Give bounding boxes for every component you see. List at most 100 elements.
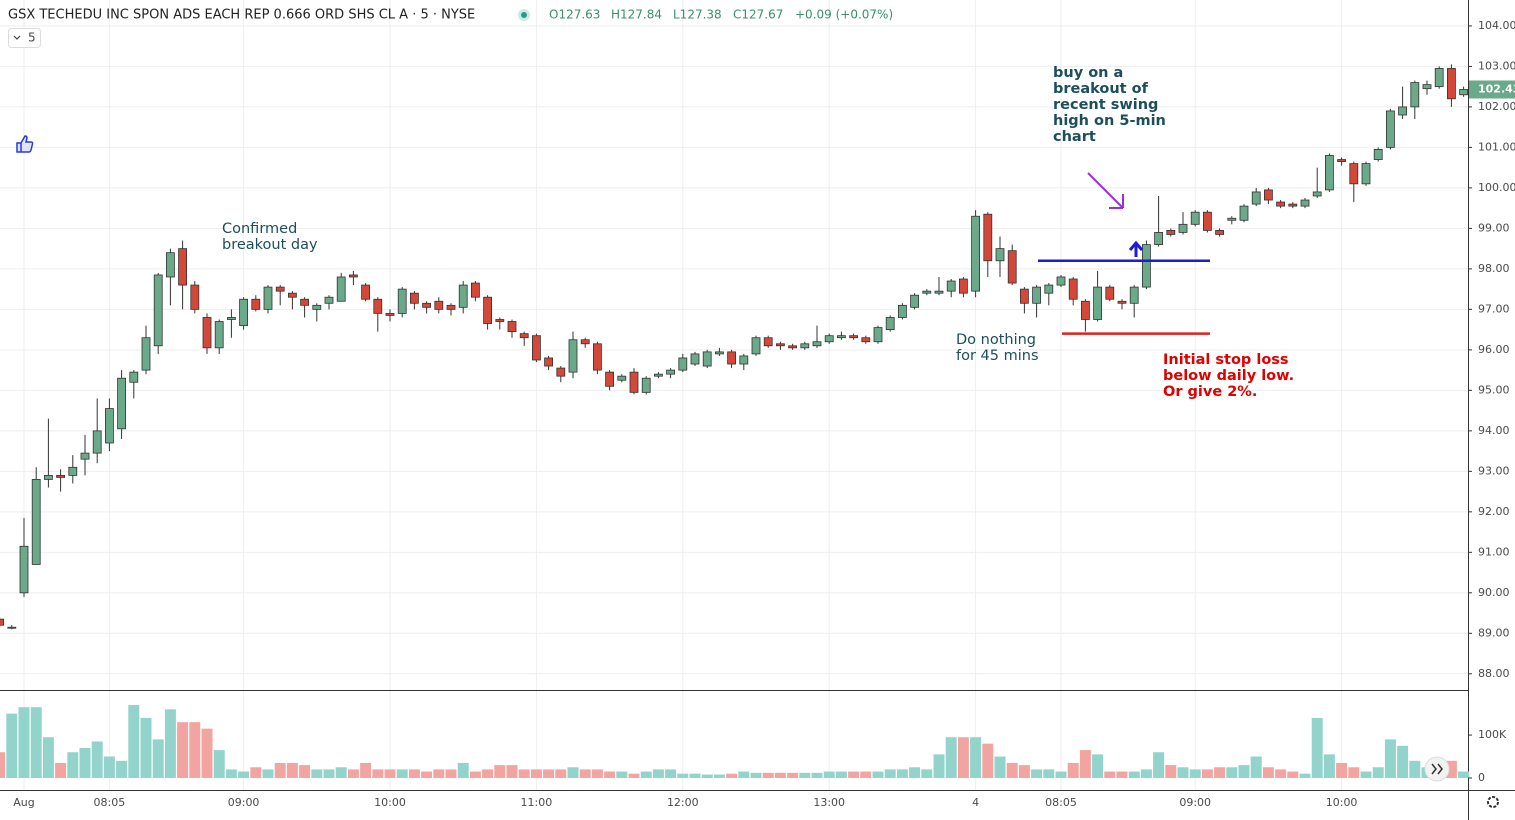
- candle-body: [153, 274, 163, 347]
- volume-bar: [1165, 765, 1177, 778]
- y-tick-label: 99.00: [1478, 221, 1510, 234]
- volume-bar: [140, 717, 152, 778]
- interval-button[interactable]: [8, 28, 41, 48]
- labels: 88.00 89.00 90.00 91.00 92.00 93.00 94.00 95.00…: [13, 19, 1515, 809]
- candle-body: [1410, 82, 1420, 108]
- candle-body: [519, 333, 529, 339]
- volume-bar: [848, 771, 860, 778]
- y-tick-label: 98.00: [1478, 262, 1510, 275]
- candle-body: [1434, 68, 1444, 88]
- volume-bar: [384, 769, 396, 778]
- candle-body: [1044, 284, 1054, 294]
- candle-body: [568, 339, 578, 373]
- status-dot-core: [521, 12, 527, 18]
- candle-body: [788, 345, 797, 349]
- y-tick-label: 97.00: [1478, 302, 1510, 315]
- volume-bar: [250, 767, 262, 778]
- volume-bar: [652, 769, 664, 778]
- volume-bar: [128, 705, 140, 778]
- volume-bar: [311, 769, 323, 778]
- volume-bar: [933, 754, 945, 778]
- thumbs-up-icon: [16, 135, 34, 153]
- volume-tick-label: 100K: [1478, 728, 1507, 741]
- settings-icon[interactable]: [1487, 796, 1499, 808]
- candle-body: [556, 367, 566, 377]
- volume-bar: [116, 760, 128, 778]
- volume-bar: [91, 741, 103, 778]
- volume-bar: [713, 774, 725, 778]
- x-tick-label: 11:00: [521, 796, 553, 809]
- volume-bar: [1177, 767, 1189, 778]
- volume-bar: [1299, 773, 1311, 778]
- volume-bar: [469, 771, 481, 778]
- candle-body: [837, 335, 846, 339]
- candle-body: [141, 337, 151, 371]
- volume-bar: [1079, 750, 1091, 778]
- volume-bar: [421, 771, 433, 778]
- candle-body: [409, 292, 419, 304]
- candle-body: [641, 377, 651, 393]
- scroll-button[interactable]: [1424, 756, 1450, 782]
- y-tick-label: 88.00: [1478, 667, 1510, 680]
- candle-body: [80, 452, 90, 460]
- x-tick-label: 13:00: [813, 796, 845, 809]
- volume-bar: [79, 747, 91, 778]
- annotation: high on 5-min: [1053, 113, 1166, 129]
- candle-body: [1251, 191, 1261, 205]
- volume-bar: [1006, 762, 1018, 778]
- volume-bar: [323, 769, 335, 778]
- candle-body: [275, 286, 285, 292]
- candle-body: [873, 327, 883, 343]
- candle-body: [385, 313, 395, 316]
- candle-body: [56, 474, 65, 478]
- candle-body: [336, 276, 346, 302]
- volume-bar: [982, 743, 994, 778]
- candle-body: [1178, 223, 1188, 233]
- volume-bar: [1226, 767, 1238, 778]
- volume-bar: [665, 769, 677, 778]
- candle-body: [580, 339, 590, 345]
- candle-body: [1227, 217, 1237, 221]
- volume-bar: [482, 769, 494, 778]
- volume-bar: [1311, 717, 1323, 778]
- candle-body: [263, 286, 273, 310]
- volume-bar: [774, 772, 786, 778]
- candle-body: [800, 343, 810, 349]
- candle-body: [812, 341, 822, 347]
- candle-body: [92, 430, 102, 454]
- annotation: breakout day: [222, 237, 318, 253]
- x-tick-label: 09:00: [228, 796, 260, 809]
- candle-body: [654, 373, 663, 377]
- blue-arrow: [1128, 240, 1144, 257]
- volume-bar: [738, 771, 750, 778]
- candle-body: [483, 296, 493, 324]
- volume-bar: [213, 750, 225, 778]
- volume-bar: [225, 769, 237, 778]
- purple-arrow: [1087, 172, 1124, 209]
- y-tick-label: 104.00: [1478, 19, 1515, 32]
- candle-body: [690, 353, 700, 365]
- candle-body: [361, 284, 371, 300]
- volume-bar: [1104, 771, 1116, 778]
- volume-bar: [408, 769, 420, 778]
- candle-body: [190, 284, 200, 310]
- candle-body: [593, 343, 602, 371]
- candle-body: [1300, 199, 1310, 207]
- candle-body: [226, 317, 236, 320]
- y-tick-label: 94.00: [1478, 424, 1510, 437]
- y-tick-label: 102.00: [1478, 100, 1515, 113]
- volume-bar: [591, 769, 603, 778]
- x-tick-label: 10:00: [1326, 796, 1358, 809]
- candle-body: [995, 248, 1005, 262]
- candle-body: [959, 278, 968, 294]
- candle-body: [666, 369, 675, 375]
- candle-body: [629, 371, 639, 393]
- candle-body: [1190, 211, 1200, 225]
- candle-body: [824, 335, 834, 343]
- annotation: breakout of: [1053, 81, 1149, 97]
- last-price-label: 102.43: [1478, 82, 1515, 95]
- volume-bar: [372, 769, 384, 778]
